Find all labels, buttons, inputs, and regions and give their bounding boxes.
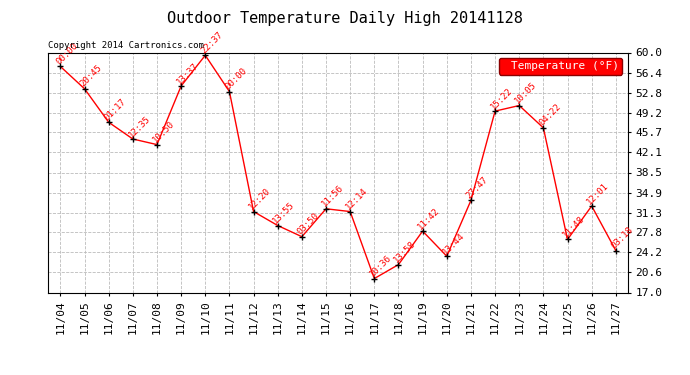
Text: Copyright 2014 Cartronics.com: Copyright 2014 Cartronics.com bbox=[48, 41, 204, 50]
Text: 11:42: 11:42 bbox=[416, 206, 442, 231]
Text: 10:36: 10:36 bbox=[368, 253, 393, 279]
Text: 03:50: 03:50 bbox=[295, 211, 321, 237]
Text: 00:00: 00:00 bbox=[223, 66, 248, 92]
Legend: Temperature (°F): Temperature (°F) bbox=[499, 58, 622, 75]
Text: 11:56: 11:56 bbox=[319, 183, 345, 209]
Text: 20:45: 20:45 bbox=[78, 63, 104, 89]
Text: 12:14: 12:14 bbox=[344, 186, 369, 211]
Text: 04:22: 04:22 bbox=[537, 102, 562, 128]
Text: 10:50: 10:50 bbox=[150, 119, 176, 145]
Text: 03:18: 03:18 bbox=[609, 225, 635, 251]
Text: 13:55: 13:55 bbox=[271, 200, 297, 225]
Text: 12:20: 12:20 bbox=[247, 186, 273, 211]
Text: 12:01: 12:01 bbox=[585, 181, 611, 206]
Text: 13:58: 13:58 bbox=[392, 239, 417, 265]
Text: 13:37: 13:37 bbox=[175, 61, 200, 86]
Text: 12:35: 12:35 bbox=[126, 114, 152, 139]
Text: 27:47: 27:47 bbox=[464, 175, 490, 200]
Text: 11:48: 11:48 bbox=[561, 214, 586, 240]
Text: 13:44: 13:44 bbox=[440, 231, 466, 256]
Text: 15:22: 15:22 bbox=[489, 86, 514, 111]
Text: Outdoor Temperature Daily High 20141128: Outdoor Temperature Daily High 20141128 bbox=[167, 11, 523, 26]
Text: 10:05: 10:05 bbox=[513, 80, 538, 105]
Text: 01:17: 01:17 bbox=[102, 97, 128, 122]
Text: 00:00: 00:00 bbox=[54, 41, 79, 66]
Text: 22:37: 22:37 bbox=[199, 30, 224, 55]
